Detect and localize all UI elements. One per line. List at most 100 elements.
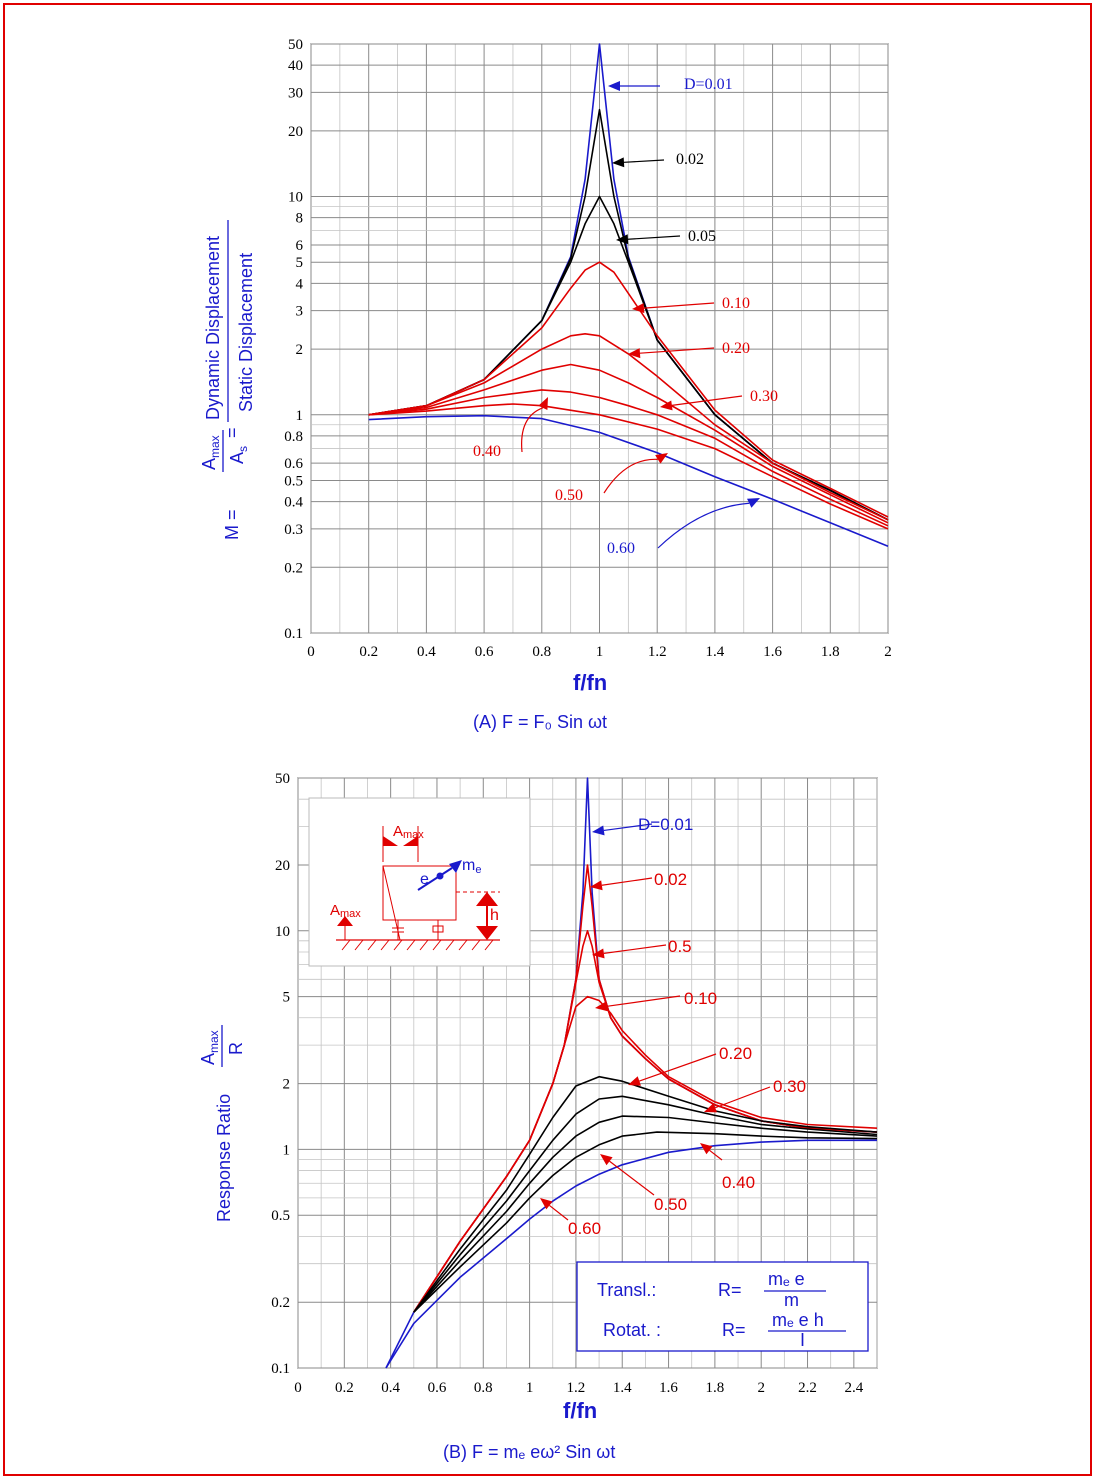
formula-rotat-num: mₑ e h: [772, 1310, 824, 1330]
y-tick-label: 20: [288, 124, 303, 140]
series-line-0-60: [368, 414, 889, 547]
annotation-label: 0.5: [668, 937, 692, 956]
x-tick-label: 2.2: [798, 1380, 817, 1396]
annotation-arrowhead: [655, 453, 668, 464]
chart-a-ticks: 0 0.2 0.4 0.6 0.8 1 1.2 1.4 1.6 1.8 2 50 40 30 20 10 8 65…: [284, 37, 892, 660]
annotation-label: 0.05: [688, 228, 716, 245]
y-tick-label: 1: [296, 408, 304, 424]
annotation-label: 0.30: [750, 388, 778, 405]
inset-diagram: Amax Amax me e h: [308, 797, 531, 967]
annotation-leader: [623, 159, 665, 163]
x-tick-label: 0.8: [532, 644, 551, 660]
annotation-label: 0.60: [607, 540, 635, 557]
x-tick-label: 0.6: [475, 644, 494, 660]
chart-a-caption: (A) F = F₀ Sin ωt: [473, 712, 607, 732]
annotation-leader: [603, 823, 653, 832]
x-tick-label: 1: [596, 644, 604, 660]
ylabel-dynamic: Dynamic Displacement: [203, 236, 223, 420]
x-tick-label: 1.2: [648, 644, 667, 660]
annotation-leader: [601, 877, 653, 886]
y-tick-label: 10: [288, 190, 303, 206]
x-tick-label: 0.6: [428, 1380, 447, 1396]
series-line-0-30: [413, 1095, 878, 1313]
chart-b-annotations: D=0.01 0.02 0.5 0.10 0.20 0.30 0.40 0.50 0.60: [540, 815, 806, 1238]
ylabel-eq: =: [222, 427, 242, 438]
x-tick-label: 2: [884, 644, 892, 660]
annotation-label: 0.40: [473, 443, 501, 460]
y-tick-label: 40: [288, 58, 303, 74]
annotation-leader: [609, 1160, 655, 1196]
annotation-arrowhead: [592, 948, 605, 959]
x-tick-label: 0.4: [417, 644, 436, 660]
y-tick-label: 50: [288, 37, 303, 53]
annotation-label: 0.20: [722, 340, 750, 357]
y-tick-label: 0.6: [284, 456, 303, 472]
y-tick-label: 20: [275, 858, 290, 874]
annotation-arrowhead: [595, 1001, 608, 1012]
annotation-leader: [549, 1204, 569, 1221]
ylabel-amax: Amax: [199, 435, 222, 470]
annotation-label: 0.50: [654, 1195, 687, 1214]
y-tick-label: 8: [296, 211, 304, 227]
annotation-arrowhead: [628, 1076, 641, 1086]
annotation-arrowhead: [660, 400, 673, 411]
annotation-leader: [603, 458, 658, 494]
x-tick-label: 1.2: [567, 1380, 586, 1396]
formula-transl-den: m: [784, 1290, 799, 1310]
x-tick-label: 1.6: [659, 1380, 678, 1396]
series-line-0-60: [385, 1139, 877, 1369]
y-tick-label: 0.1: [284, 626, 303, 642]
annotation-leader: [643, 302, 715, 309]
annotation-leader: [521, 407, 544, 453]
x-tick-label: 0.4: [381, 1380, 400, 1396]
annotation-leader: [639, 347, 715, 354]
svg-text:Amax: Amax: [198, 1030, 221, 1065]
y-tick-label: 2: [296, 342, 304, 358]
y-tick-label: 3: [296, 304, 304, 320]
annotation-label: 0.02: [676, 151, 704, 168]
inset-h-arrow-up: [476, 892, 498, 906]
annotation-arrowhead: [612, 157, 625, 168]
annotation-leader: [603, 944, 667, 954]
x-tick-label: 1.8: [821, 644, 840, 660]
x-tick-label: 0.8: [474, 1380, 493, 1396]
formula-transl-label: Transl.:: [597, 1280, 656, 1300]
chart-b-caption: (B) F = mₑ eω² Sin ωt: [443, 1442, 615, 1462]
inset-h: h: [490, 907, 499, 924]
x-tick-label: 1.4: [706, 644, 725, 660]
series-line-0-05: [368, 195, 889, 521]
annotation-arrowhead: [600, 1154, 613, 1166]
inset-amax-left-arrow: [337, 916, 353, 926]
annotation-label: 0.30: [773, 1077, 806, 1096]
chart-a-xlabel: f/fn: [573, 670, 607, 695]
series-line-0-50: [413, 1131, 878, 1313]
chart-a-grid: [310, 43, 889, 634]
ylabel-response-ratio: Response Ratio: [214, 1094, 234, 1222]
annotation-leader: [639, 1053, 717, 1082]
y-tick-label: 0.4: [284, 495, 303, 511]
annotation-arrowhead: [616, 234, 629, 245]
annotation-arrowhead: [538, 397, 548, 410]
y-tick-label: 0.3: [284, 522, 303, 538]
series-line-0-10: [413, 995, 878, 1313]
formula-rotat-label: Rotat. :: [603, 1320, 661, 1340]
annotation-arrowhead: [592, 825, 605, 836]
y-tick-label: 0.5: [271, 1208, 290, 1224]
annotation-arrowhead: [700, 1143, 713, 1155]
annotation-label: 0.60: [568, 1219, 601, 1238]
y-tick-label: 0.1: [271, 1361, 290, 1377]
ylabel-static: Static Displacement: [236, 253, 256, 412]
series-line-0-20: [368, 332, 889, 521]
y-tick-label: 5: [296, 255, 304, 271]
annotation-label: 0.10: [684, 989, 717, 1008]
annotation-label: D=0.01: [684, 76, 733, 93]
annotation-label: 0.02: [654, 870, 687, 889]
chart-a-annotations: D=0.01 0.02 0.05 0.10 0.20 0.30 0.40 0.50 0.60: [473, 76, 778, 557]
annotation-leader: [715, 1086, 771, 1109]
chart-b-xlabel: f/fn: [563, 1398, 597, 1423]
chart-a-ylabel: M = Amax As = Dynamic Displacement Stati…: [199, 220, 256, 540]
annotation-arrowhead: [747, 498, 760, 508]
y-tick-label: 5: [283, 990, 291, 1006]
annotation-label: 0.20: [719, 1044, 752, 1063]
